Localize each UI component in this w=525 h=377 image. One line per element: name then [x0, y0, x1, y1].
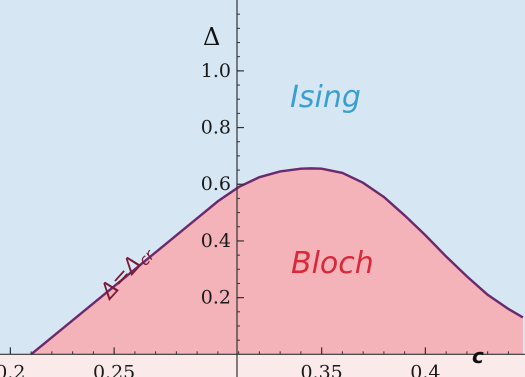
- below-axis-background: [0, 354, 525, 377]
- x-ticks: 0.2 0.25 0.35 0.4: [0, 347, 509, 377]
- x-tick-label: 0.35: [300, 361, 342, 377]
- y-ticks: 0.2 0.4 0.6 0.8 1.0: [201, 13, 244, 341]
- y-tick-label: 0.8: [201, 117, 231, 139]
- y-tick-label: 1.0: [201, 60, 231, 82]
- x-tick-label: 0.2: [0, 361, 25, 377]
- x-axis-label: c: [472, 344, 484, 368]
- y-tick-label: 0.6: [201, 173, 231, 195]
- ising-region-label: Ising: [290, 80, 361, 115]
- y-tick-label: 0.2: [201, 287, 231, 309]
- y-axis-label: Δ: [203, 23, 220, 51]
- x-tick-label: 0.25: [93, 361, 135, 377]
- bloch-region-fill: [31, 168, 523, 355]
- bloch-region-label: Bloch: [291, 246, 374, 281]
- critical-curve: [30, 167, 524, 356]
- x-tick-label: 0.4: [410, 361, 440, 377]
- y-tick-label: 0.4: [201, 230, 231, 252]
